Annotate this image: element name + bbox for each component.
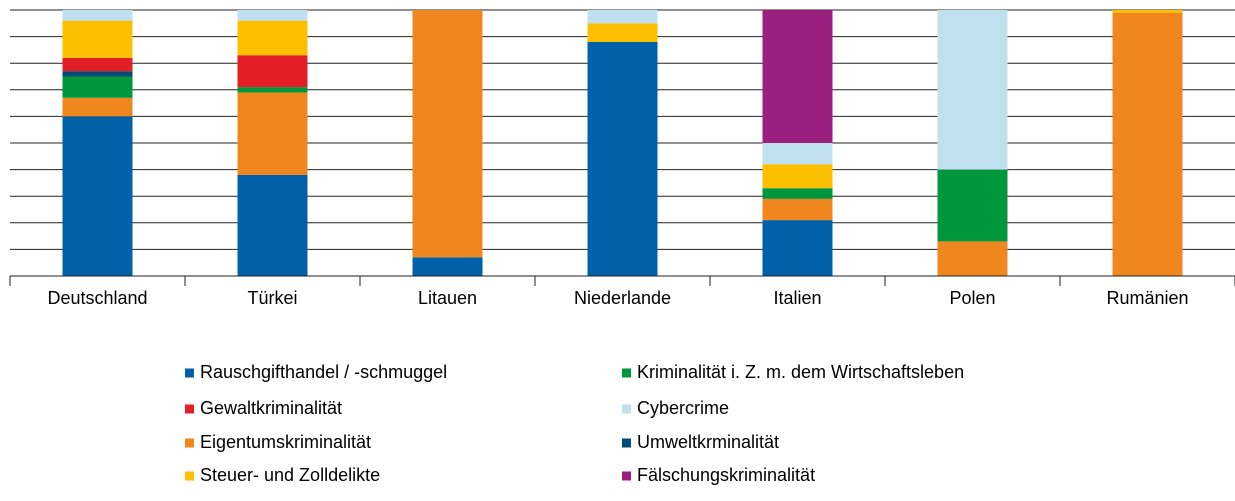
bar-segment <box>412 10 483 258</box>
bar-segment <box>762 198 833 221</box>
bar-segment <box>237 92 308 175</box>
bar-segment <box>587 23 658 42</box>
bar-segment <box>762 188 833 199</box>
bar-segment <box>237 20 308 56</box>
bar-segment <box>237 10 308 21</box>
bar-segment <box>237 87 308 93</box>
legend-swatch <box>185 404 194 414</box>
bar-segment <box>62 97 133 117</box>
legend-label: Kriminalität i. Z. m. dem Wirtschaftsleb… <box>637 362 964 382</box>
legend-swatch <box>622 438 631 448</box>
legend-label: Eigentumskriminalität <box>200 432 371 452</box>
bar-segment <box>62 116 133 277</box>
bar-segment <box>762 10 833 143</box>
legend-swatch <box>622 404 631 414</box>
x-tick-label: Polen <box>949 288 995 308</box>
bar-segment <box>937 10 1008 170</box>
legend-label: Rauschgifthandel / -schmuggel <box>200 362 447 382</box>
legend-swatch <box>185 438 194 448</box>
bar-segment <box>937 169 1008 242</box>
x-tick-label: Rumänien <box>1106 288 1188 308</box>
bar-segment <box>62 76 133 98</box>
x-tick-label: Deutschland <box>47 288 147 308</box>
bar-segment <box>587 10 658 24</box>
legend-swatch <box>622 368 631 378</box>
x-tick-label: Niederlande <box>574 288 671 308</box>
bar-segment <box>762 164 833 189</box>
bar-segment <box>762 143 833 165</box>
x-tick-label: Italien <box>773 288 821 308</box>
legend-label: Steuer- und Zolldelikte <box>200 465 380 485</box>
legend-swatch <box>622 471 631 481</box>
bar-segment <box>62 10 133 21</box>
legend-label: Gewaltkriminalität <box>200 398 342 418</box>
legend-label: Cybercrime <box>637 398 729 418</box>
x-tick-label: Türkei <box>247 288 297 308</box>
bar-segment <box>62 20 133 58</box>
bar-segment <box>1112 10 1183 13</box>
bar-segment <box>62 57 133 72</box>
bar-segment <box>937 241 1008 276</box>
bar-segment <box>237 55 308 88</box>
bar-segment <box>62 71 133 77</box>
bar-segment <box>1112 12 1183 276</box>
bar-segment <box>412 257 483 276</box>
legend-swatch <box>185 471 194 481</box>
bar-segment <box>762 220 833 276</box>
legend-swatch <box>185 368 194 378</box>
legend-label: Fälschungskriminalität <box>637 465 815 485</box>
x-tick-label: Litauen <box>418 288 477 308</box>
legend-label: Umweltkrminalität <box>637 432 779 452</box>
bar-segment <box>587 41 658 276</box>
bar-segment <box>237 174 308 276</box>
